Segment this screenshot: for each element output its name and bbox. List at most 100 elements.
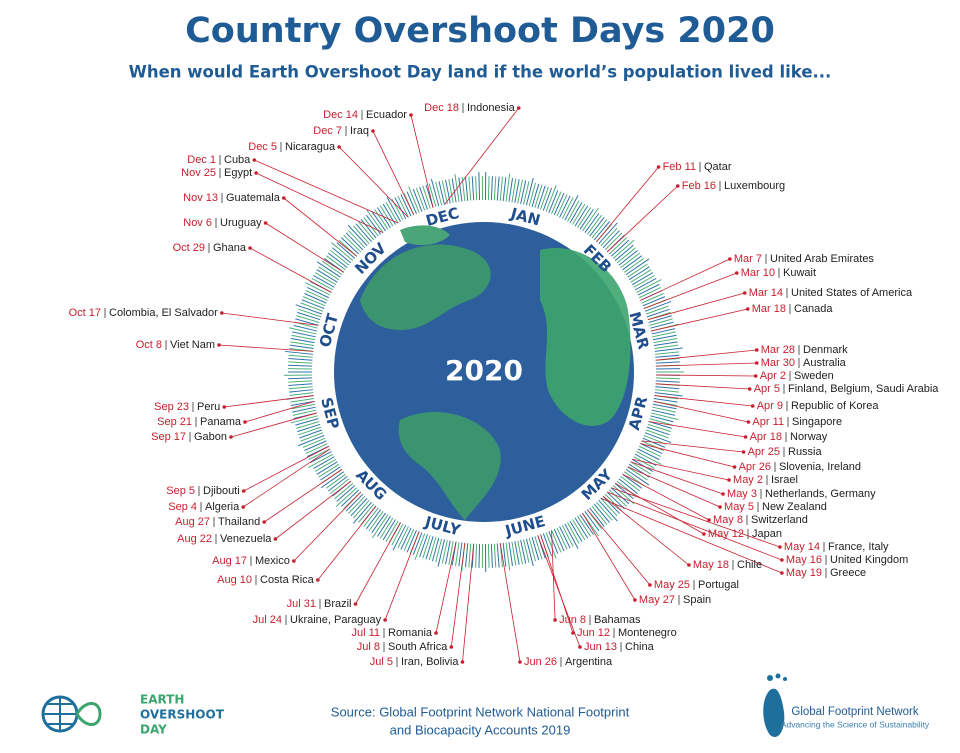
day-tick xyxy=(650,412,679,421)
leader-line xyxy=(537,535,581,648)
day-tick xyxy=(403,528,415,552)
entry: Aug 22 Venezuela xyxy=(177,533,278,545)
entry: Nov 25 Egypt xyxy=(181,167,258,179)
leader-dot xyxy=(217,343,221,347)
day-tick xyxy=(636,279,662,293)
day-tick xyxy=(620,476,641,492)
entry-country: Iran, Bolivia xyxy=(401,656,459,668)
leader-dot xyxy=(248,246,252,250)
day-tick xyxy=(309,451,332,464)
entry-date: Apr 9 xyxy=(757,400,783,412)
day-tick xyxy=(517,179,523,204)
leader-line xyxy=(254,159,399,224)
entry: Aug 27 Thailand xyxy=(175,516,267,528)
entry-country: Gabon xyxy=(194,431,227,443)
leader-line xyxy=(648,421,746,438)
entry-country: Ghana xyxy=(213,242,247,254)
day-tick xyxy=(366,209,384,233)
leader-dot xyxy=(220,311,224,315)
day-tick xyxy=(540,186,549,210)
day-tick xyxy=(320,466,341,481)
day-tick xyxy=(654,347,683,352)
day-tick xyxy=(600,497,618,517)
day-tick xyxy=(330,249,350,266)
day-tick xyxy=(478,543,481,568)
day-tick xyxy=(304,282,331,296)
day-tick xyxy=(313,456,335,469)
day-tick xyxy=(289,344,314,349)
leader-dot xyxy=(780,571,784,575)
entry-country: Ecuador xyxy=(366,109,407,121)
day-tick xyxy=(458,177,463,202)
leader-dot xyxy=(656,165,661,169)
entry: Feb 16 Luxembourg xyxy=(675,180,785,192)
entry-date: Sep 23 xyxy=(154,401,189,413)
day-tick xyxy=(641,293,664,304)
day-tick xyxy=(465,543,469,568)
day-tick xyxy=(652,403,677,410)
leader-dot xyxy=(745,307,750,311)
day-tick xyxy=(574,517,589,539)
day-tick xyxy=(502,177,507,202)
leader-dot xyxy=(778,545,782,549)
day-tick xyxy=(385,520,399,542)
entry-date: Sep 4 xyxy=(168,501,197,513)
entry: Dec 5 Nicaragua xyxy=(248,141,341,153)
entry: Oct 29 Ghana xyxy=(173,242,252,254)
day-tick xyxy=(406,529,417,553)
day-tick xyxy=(490,176,493,201)
entry-date: Aug 27 xyxy=(175,516,210,528)
entry-date: Sep 21 xyxy=(157,416,192,428)
leader-line xyxy=(582,512,636,601)
leader-line xyxy=(265,222,345,273)
center-label: 2020 xyxy=(445,354,523,387)
entry: Jul 31 Brazil xyxy=(287,598,358,610)
day-tick xyxy=(551,191,562,215)
leader-line xyxy=(655,349,757,361)
day-tick xyxy=(584,511,600,532)
leader-line xyxy=(551,530,556,621)
entry-country: Qatar xyxy=(704,161,732,173)
day-tick xyxy=(650,321,674,329)
day-tick xyxy=(327,252,348,268)
entry: May 18 Chile xyxy=(687,559,762,571)
day-tick xyxy=(505,173,511,202)
day-tick xyxy=(496,543,500,568)
day-tick xyxy=(653,338,678,344)
entry: May 16 United Kingdom xyxy=(780,554,908,566)
day-tick xyxy=(471,176,475,201)
entry: Sep 17 Gabon xyxy=(151,431,233,443)
entry: May 14 France, Italy xyxy=(778,541,889,553)
leader-dot xyxy=(353,602,358,606)
day-tick xyxy=(602,495,620,514)
day-tick xyxy=(627,263,648,278)
day-tick xyxy=(298,426,322,436)
leader-dot xyxy=(742,291,747,295)
day-tick xyxy=(591,505,608,525)
entry-date: Dec 5 xyxy=(248,141,277,153)
entry: Apr 18 Norway xyxy=(743,431,828,443)
entry-date: May 18 xyxy=(693,559,729,571)
day-tick xyxy=(325,255,346,271)
day-tick xyxy=(548,190,559,213)
entry-date: May 19 xyxy=(786,567,822,579)
leader-dot xyxy=(746,420,751,424)
day-tick xyxy=(630,461,652,475)
entry-date: May 25 xyxy=(654,579,690,591)
entry-country: Chile xyxy=(737,559,762,571)
day-tick xyxy=(502,542,507,567)
entry-date: Mar 10 xyxy=(741,267,775,279)
day-tick xyxy=(397,195,409,218)
day-tick xyxy=(352,225,370,245)
leader-line xyxy=(600,497,783,574)
day-tick xyxy=(300,302,324,312)
day-tick xyxy=(608,489,628,507)
day-tick xyxy=(291,334,316,341)
entry-date: Jul 31 xyxy=(287,598,316,610)
day-tick xyxy=(392,524,407,551)
day-tick xyxy=(300,432,324,442)
day-tick xyxy=(499,176,503,201)
day-tick xyxy=(633,275,655,288)
entry-country: Egypt xyxy=(224,167,252,179)
leader-line xyxy=(317,505,377,581)
